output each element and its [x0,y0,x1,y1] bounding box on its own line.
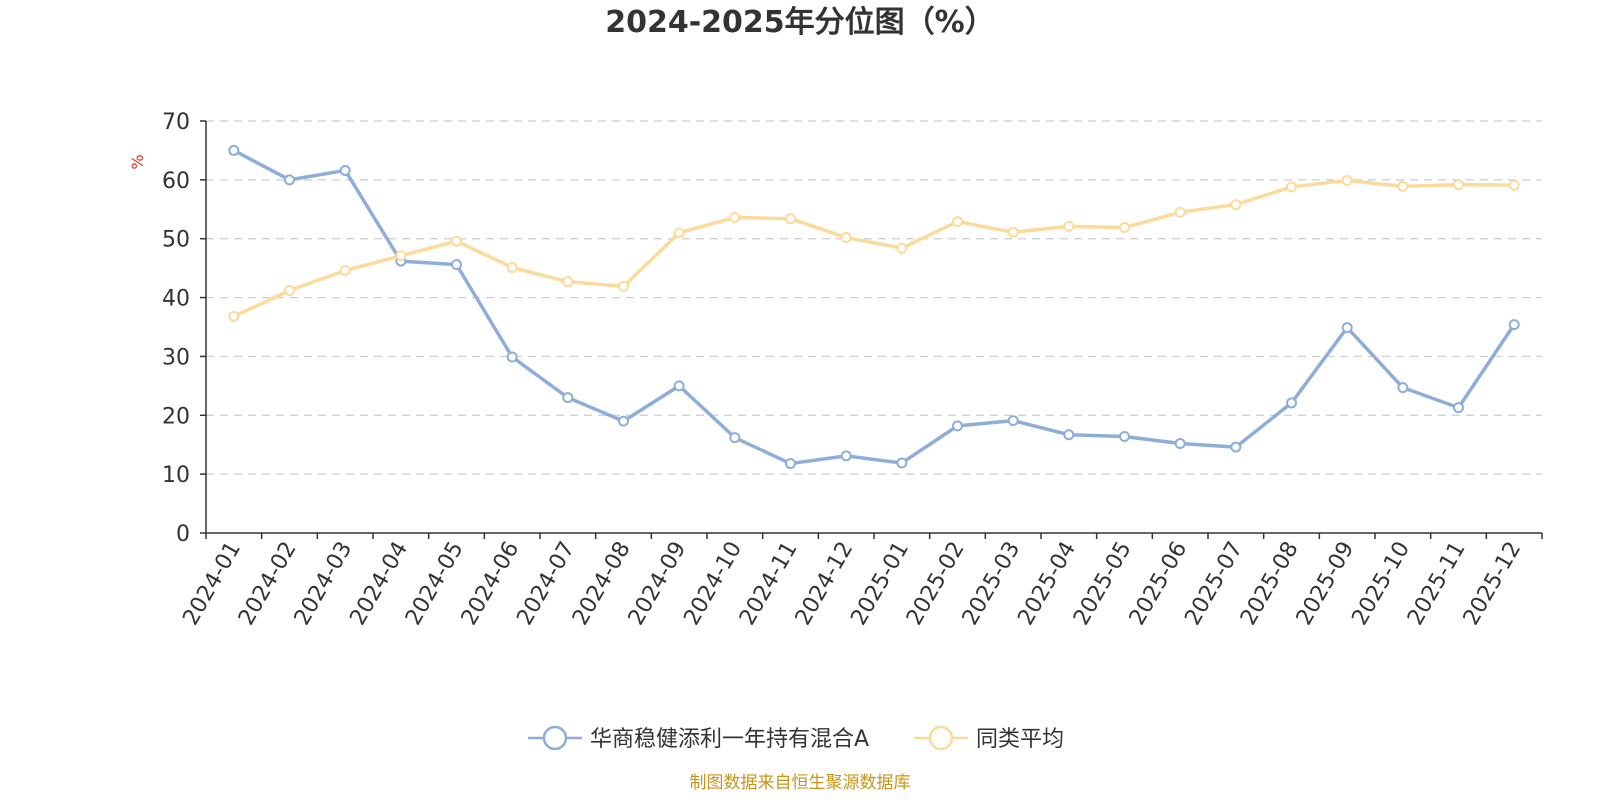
series-line-1 [233,148,1516,466]
y-tick-label: 40 [162,287,190,312]
data-point[interactable] [1341,174,1353,186]
data-point[interactable] [339,164,351,176]
y-tick-label: 20 [162,404,190,429]
data-point[interactable] [1397,382,1409,394]
legend-label: 同类平均 [976,727,1064,752]
legend-label: 华商稳健添利一年持有混合A [590,727,869,752]
y-tick-label: 0 [176,522,190,547]
grid-lines [206,120,1542,475]
data-point[interactable] [1119,222,1130,234]
data-point[interactable] [1230,199,1242,211]
data-point[interactable] [1397,180,1409,192]
data-point[interactable] [1286,397,1297,409]
series-line-2 [233,178,1515,318]
y-tick-label: 70 [162,110,190,135]
legend-item-2[interactable]: 同类平均 [914,725,1064,752]
data-point[interactable] [840,232,852,244]
data-point[interactable] [618,280,629,292]
data-point[interactable] [1063,429,1075,441]
y-tick-label: 10 [162,463,190,488]
data-point[interactable] [1508,319,1520,331]
series-lines [228,144,1520,470]
data-point[interactable] [1007,226,1019,238]
legend-swatch-marker [542,725,568,751]
data-point[interactable] [1174,206,1186,218]
y-tick-label: 60 [162,169,190,194]
data-point[interactable] [673,380,685,392]
data-point[interactable] [785,213,796,225]
source-note: 制图数据来自恒生聚源数据库 [690,773,911,793]
y-tick-label: 30 [162,345,190,370]
legend-item-1[interactable]: 华商稳健添利一年持有混合A [528,725,869,752]
x-tick-labels: 2024-012024-022024-032024-042024-052024-… [178,538,1526,630]
chart-title: 2024-2025年分位图（%） [605,5,995,40]
axes [200,120,1543,539]
data-point[interactable] [1063,220,1075,232]
data-point[interactable] [1007,415,1019,427]
data-point[interactable] [1286,181,1297,193]
data-point[interactable] [952,216,963,228]
legend[interactable]: 华商稳健添利一年持有混合A 同类平均 [528,725,1064,752]
data-point[interactable] [284,285,295,297]
data-point[interactable] [339,264,351,276]
y-axis-unit: % [128,154,147,169]
data-point[interactable] [729,432,741,444]
series-1 [228,144,1520,470]
data-point[interactable] [896,242,908,254]
data-point[interactable] [673,227,685,239]
data-point[interactable] [562,276,574,288]
data-point[interactable] [562,392,574,404]
y-tick-labels: 0 10 20 30 40 50 60 70 [162,110,190,547]
data-point[interactable] [785,458,796,470]
data-point[interactable] [506,262,518,274]
data-point[interactable] [1119,430,1130,442]
data-point[interactable] [228,144,240,156]
data-point[interactable] [228,310,240,322]
legend-swatch-marker [928,725,954,751]
data-point[interactable] [840,450,852,462]
data-point[interactable] [506,351,518,363]
y-tick-label: 50 [162,228,190,253]
data-point[interactable] [1453,402,1464,414]
data-point[interactable] [451,235,462,247]
data-point[interactable] [395,250,407,262]
data-point[interactable] [1174,438,1186,450]
data-point[interactable] [451,259,462,271]
data-point[interactable] [284,174,295,186]
series-2 [228,174,1520,322]
data-point[interactable] [729,212,741,224]
data-point[interactable] [896,457,908,469]
data-point[interactable] [952,420,963,432]
data-point[interactable] [618,415,629,427]
data-point[interactable] [1453,179,1464,191]
data-point[interactable] [1508,179,1520,191]
data-point[interactable] [1341,322,1353,334]
data-point[interactable] [1230,441,1242,453]
